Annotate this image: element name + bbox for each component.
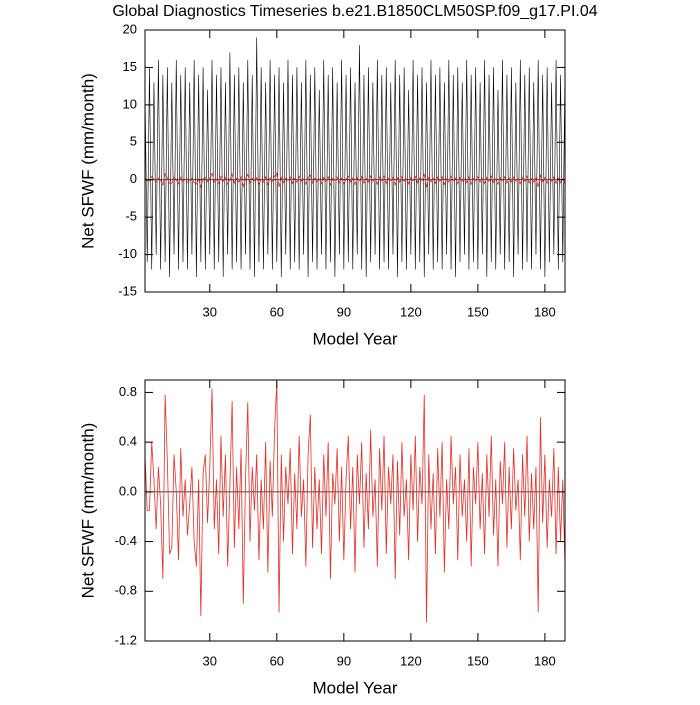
y-tick-label: -10 — [118, 246, 137, 261]
x-tick-label: 120 — [400, 304, 422, 319]
y-tick-label: -0.8 — [115, 583, 137, 598]
y-tick-label: -15 — [118, 283, 137, 298]
y-tick-label: 0 — [130, 171, 137, 186]
y-tick-label: 5 — [130, 134, 137, 149]
x-tick-label: 90 — [337, 304, 351, 319]
y-tick-label: 0.8 — [119, 384, 137, 399]
x-tick-label: 150 — [467, 653, 489, 668]
y-axis-label: Net SFWF (mm/month) — [78, 423, 97, 599]
x-tick-label: 90 — [337, 653, 351, 668]
y-tick-label: -5 — [125, 209, 137, 224]
y-tick-label: -1.2 — [115, 632, 137, 647]
plot-frame — [144, 29, 566, 293]
y-tick-label: -0.4 — [115, 533, 137, 548]
x-tick-label: 30 — [203, 653, 217, 668]
data-line — [144, 172, 566, 189]
data-line — [144, 37, 566, 278]
y-tick-label: 15 — [123, 59, 137, 74]
x-tick-label: 180 — [534, 304, 556, 319]
x-tick-label: 150 — [467, 304, 489, 319]
y-tick-label: 0.0 — [119, 483, 137, 498]
x-axis-label: Model Year — [312, 329, 397, 348]
x-axis-label: Model Year — [312, 678, 397, 697]
x-tick-label: 60 — [270, 653, 284, 668]
y-tick-label: 0.4 — [119, 434, 137, 449]
x-tick-label: 60 — [270, 304, 284, 319]
x-tick-label: 30 — [203, 304, 217, 319]
plot-area — [145, 30, 565, 292]
y-tick-label: 20 — [123, 21, 137, 36]
plot-frame — [144, 379, 566, 642]
chart-title: Global Diagnostics Timeseries b.e21.B185… — [112, 3, 597, 20]
data-line — [144, 382, 566, 623]
x-tick-label: 180 — [534, 653, 556, 668]
y-axis-label: Net SFWF (mm/month) — [78, 73, 97, 249]
y-tick-label: 10 — [123, 96, 137, 111]
x-tick-label: 120 — [400, 653, 422, 668]
